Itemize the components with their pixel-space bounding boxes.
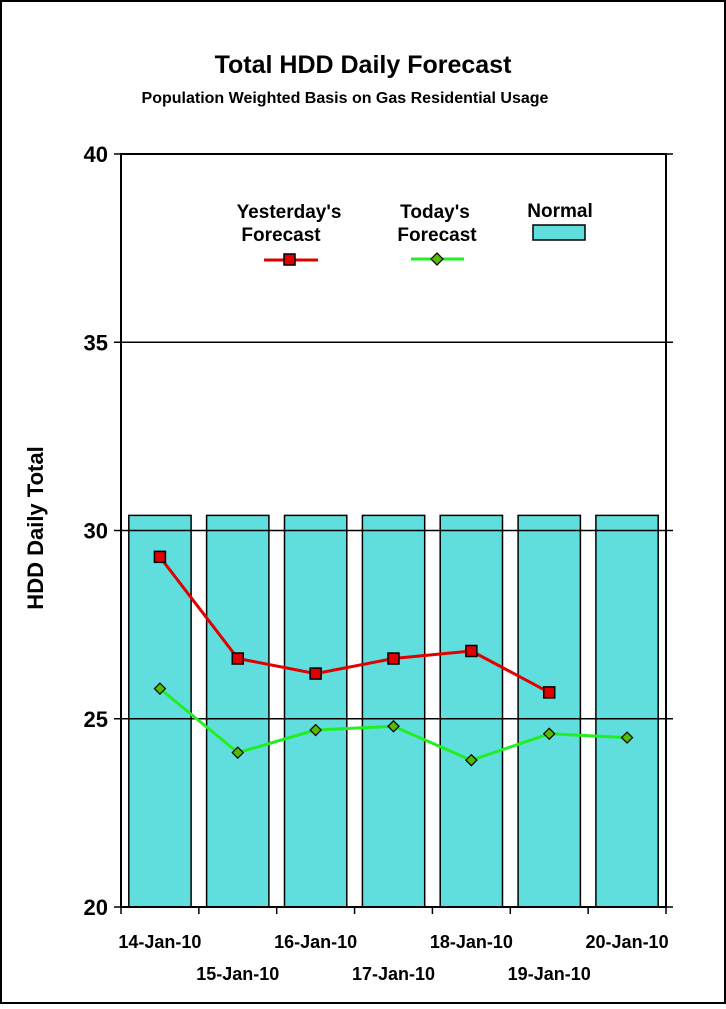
yesterday-forecast-point	[387, 652, 400, 665]
x-tick-label: 18-Jan-10	[430, 932, 513, 952]
legend-yesterday-label-line2: Forecast	[241, 225, 321, 246]
legend-yesterday-label-line1: Yesterday's	[237, 202, 342, 223]
today-forecast-point	[620, 731, 634, 744]
normal-bar	[595, 514, 659, 908]
legend-today-label-line2: Forecast	[397, 225, 477, 246]
x-tick-label: 17-Jan-10	[352, 964, 435, 984]
legend-normal-label: Normal	[527, 201, 592, 222]
y-axis-label: HDD Daily Total	[23, 446, 48, 609]
plot-layer: 20 25 30 35 40 14-Jan-10 15-Jan-10 16-Jan-10 17-…	[84, 142, 673, 984]
yesterday-forecast-point	[153, 550, 167, 564]
x-tick-label: 14-Jan-10	[118, 932, 201, 952]
legend-today-swatch-marker	[430, 252, 444, 266]
y-tick-label: 30	[84, 519, 108, 544]
today-forecast-point	[153, 682, 167, 695]
today-forecast-point	[542, 727, 556, 741]
yesterday-forecast-point	[231, 652, 245, 665]
x-tick-label: 16-Jan-10	[274, 932, 357, 952]
normal-bar	[205, 514, 270, 908]
y-tick-label: 20	[84, 895, 108, 920]
yesterday-forecast-point	[465, 644, 478, 658]
normal-bar	[517, 514, 582, 908]
legend-today-label-line1: Today's	[400, 202, 470, 223]
x-tick-label: 20-Jan-10	[586, 932, 669, 952]
legend-normal-swatch	[532, 224, 586, 241]
today-forecast-point	[387, 719, 400, 733]
y-tick-label: 25	[84, 707, 108, 732]
chart-title: Total HDD Daily Forecast	[215, 51, 513, 79]
yesterday-forecast-point	[542, 686, 556, 699]
legend-yesterday-swatch-marker	[283, 253, 296, 266]
x-tick-label: 19-Jan-10	[508, 964, 591, 984]
today-forecast-point	[309, 723, 322, 737]
yesterday-forecast-point	[309, 667, 322, 680]
yesterday-forecast-line	[158, 555, 550, 694]
normal-bar	[361, 514, 426, 908]
chart-subtitle: Population Weighted Basis on Gas Residen…	[142, 90, 549, 107]
y-tick-label: 35	[84, 330, 108, 355]
normal-bar	[283, 514, 348, 908]
today-forecast-point	[231, 746, 245, 759]
normal-bar	[128, 514, 192, 908]
normal-bar	[439, 514, 504, 908]
today-forecast-point	[465, 753, 478, 767]
y-tick-label: 40	[84, 142, 108, 167]
x-tick-label: 15-Jan-10	[196, 964, 279, 984]
